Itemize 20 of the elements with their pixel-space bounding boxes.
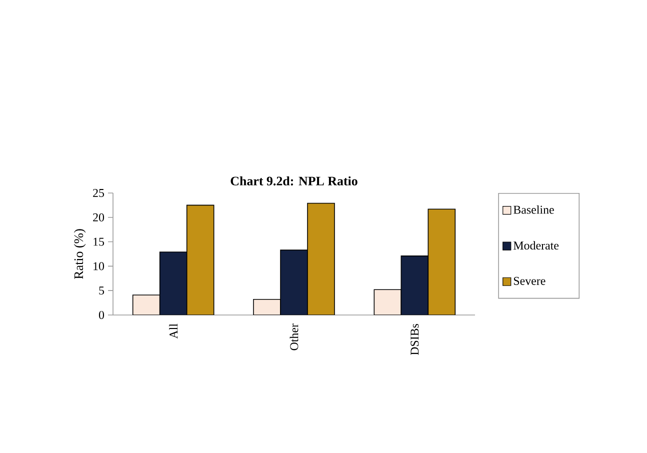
y-tick-label: 10 (94, 262, 104, 270)
x-tick-label: DSIBs (410, 324, 419, 356)
legend-label: Moderate (514, 241, 559, 250)
bar (307, 202, 335, 315)
bar (280, 250, 308, 315)
y-tick-label: 20 (93, 213, 104, 222)
bar (159, 252, 188, 315)
x-tick-label: All (169, 324, 178, 339)
legend-label: Severe (514, 276, 546, 285)
bar (400, 256, 429, 315)
y-tick-label: 0 (98, 310, 104, 320)
legend-label: Baseline (514, 205, 554, 214)
chart-title: Chart 9.2d: NPL Ratio (230, 176, 358, 186)
y-axis-title: Ratio (%) (74, 229, 86, 279)
bar (186, 204, 214, 315)
bar (428, 208, 456, 315)
x-tick-label: Other (290, 324, 298, 350)
y-tick-label: 15 (94, 238, 104, 246)
y-tick-label: 5 (99, 286, 104, 295)
y-tick-label: 25 (93, 188, 104, 197)
